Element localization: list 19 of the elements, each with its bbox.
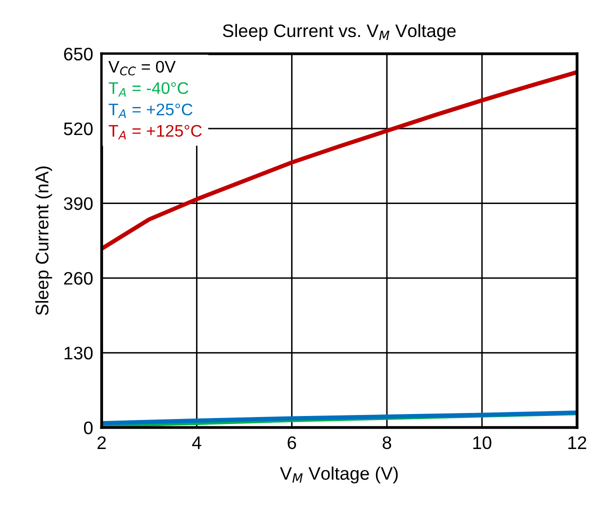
text: T$_{A}$ = +25°C	[108, 104, 192, 118]
x-axis-title: V$_{M}$ Voltage (V)	[280, 466, 398, 484]
legend-title: V$_{CC}$ = 0V	[108, 60, 176, 76]
chart-title: Sleep Current vs. V$_{M}$ Voltage	[222, 24, 456, 41]
x-tick-label: 10	[473, 436, 492, 450]
y-tick-label: 390	[64, 197, 93, 210]
text: T$_{A}$ = +125°C	[108, 124, 202, 140]
x-tick-label: 4	[192, 436, 202, 449]
y-axis-title: Sleep Current (nA)	[35, 166, 52, 316]
x-tick-label: 2	[98, 436, 106, 449]
y-tick-label: 520	[64, 122, 93, 136]
y-tick-label: 260	[64, 272, 93, 285]
y-tick-label: 130	[64, 346, 93, 360]
x-tick-label: 12	[568, 436, 586, 449]
y-tick-label: 0	[84, 421, 93, 434]
y-tick-label: 650	[64, 48, 93, 60]
text: T$_{A}$ = -40°C	[108, 82, 188, 97]
x-tick-label: 6	[288, 436, 296, 450]
x-tick-label: 8	[382, 436, 392, 450]
